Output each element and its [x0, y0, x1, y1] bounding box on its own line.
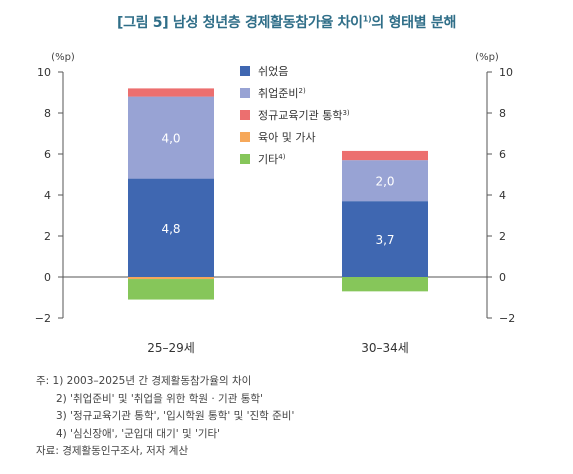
- legend-swatch: [240, 110, 250, 120]
- chart-title-main: [그림 5] 남성 청년층 경제활동참가율 차이: [116, 15, 363, 31]
- legend-swatch: [240, 132, 250, 142]
- legend-label: 정규교육기관 통학3): [258, 109, 350, 122]
- legend-swatch: [240, 154, 250, 164]
- chart-title-suffix: 의 형태별 분해: [371, 15, 457, 31]
- y-tick-label-left: 4: [44, 189, 51, 202]
- y-tick-label-right: −2: [499, 312, 515, 325]
- y-axis-right-unit: (%p): [475, 52, 499, 63]
- y-tick-label-left: −2: [35, 312, 51, 325]
- footnotes: 주: 1) 2003–2025년 간 경제활동참가율의 차이 2) '취업준비'…: [36, 373, 294, 461]
- chart-title: [그림 5] 남성 청년층 경제활동참가율 차이1)의 형태별 분해: [0, 12, 573, 32]
- y-tick-label-left: 8: [44, 107, 51, 120]
- legend-label: 기타4): [258, 153, 286, 166]
- bar-segment: [342, 201, 428, 277]
- bar-value-label: 4,8: [161, 222, 180, 236]
- bar-segment: [342, 277, 428, 292]
- y-tick-label-right: 6: [499, 148, 506, 161]
- bar-segment: [342, 150, 428, 161]
- y-tick-label-right: 0: [499, 271, 506, 284]
- y-tick-label-right: 8: [499, 107, 506, 120]
- x-tick-label: 25–29세: [147, 341, 195, 355]
- y-tick-label-right: 4: [499, 189, 506, 202]
- footnote-4: 4) '심신장애', '군입대 대기' 및 '기타': [56, 427, 221, 440]
- y-tick-label-left: 6: [44, 148, 51, 161]
- footnote-2: 2) '취업준비' 및 '취업을 위한 학원 · 기관 통학': [56, 392, 263, 405]
- footnote-3: 3) '정규교육기관 통학', '입시학원 통학' 및 '진학 준비': [56, 410, 295, 422]
- legend-swatch: [240, 88, 250, 98]
- y-tick-label-left: 10: [37, 66, 51, 79]
- footnote-1: 주: 1) 2003–2025년 간 경제활동참가율의 차이: [36, 375, 252, 387]
- y-tick-label-right: 2: [499, 230, 506, 243]
- bar-value-label: 3,7: [375, 233, 394, 247]
- x-tick-label: 30–34세: [361, 341, 409, 355]
- bar-segment: [342, 160, 428, 202]
- legend-swatch: [240, 66, 250, 76]
- bar-segment: [128, 279, 214, 300]
- bar-value-label: 2,0: [375, 175, 394, 189]
- y-tick-label-right: 10: [499, 66, 513, 79]
- source-note: 자료: 경제활동인구조사, 저자 계산: [36, 445, 189, 457]
- y-axis-left-unit: (%p): [51, 52, 75, 63]
- chart-title-footnote-mark: 1): [362, 14, 372, 24]
- legend-label: 쉬었음: [258, 65, 288, 78]
- bar-segment: [128, 178, 214, 277]
- bar-segment: [128, 96, 214, 179]
- y-tick-label-left: 2: [44, 230, 51, 243]
- bar-segment: [128, 88, 214, 97]
- bar-segment: [128, 277, 214, 280]
- bar-value-label: 4,0: [161, 132, 180, 146]
- legend-label: 육아 및 가사: [258, 131, 316, 144]
- legend-label: 취업준비2): [258, 87, 306, 100]
- y-tick-label-left: 0: [44, 271, 51, 284]
